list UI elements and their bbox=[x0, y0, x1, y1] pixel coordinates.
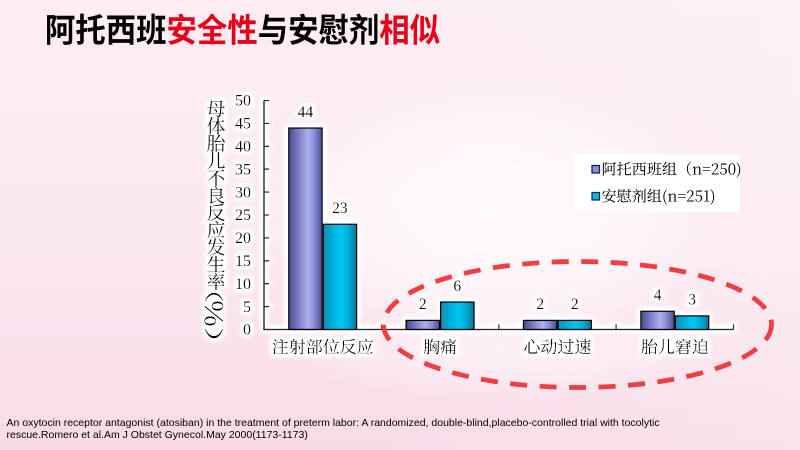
svg-text:15: 15 bbox=[235, 253, 251, 270]
svg-text:30: 30 bbox=[235, 184, 251, 201]
svg-text:35: 35 bbox=[235, 161, 251, 178]
svg-text:10: 10 bbox=[235, 276, 251, 293]
svg-text:40: 40 bbox=[235, 139, 251, 156]
svg-text:3: 3 bbox=[688, 292, 696, 309]
svg-text:20: 20 bbox=[235, 230, 251, 247]
svg-text:2: 2 bbox=[536, 296, 544, 313]
svg-text:4: 4 bbox=[654, 287, 662, 304]
svg-text:25: 25 bbox=[235, 207, 251, 224]
svg-text:2: 2 bbox=[571, 296, 579, 313]
svg-text:23: 23 bbox=[332, 200, 348, 217]
svg-text:0: 0 bbox=[243, 322, 251, 339]
svg-text:6: 6 bbox=[453, 278, 461, 295]
svg-text:44: 44 bbox=[298, 104, 314, 121]
svg-text:5: 5 bbox=[243, 299, 251, 316]
svg-text:45: 45 bbox=[235, 116, 251, 133]
svg-text:50: 50 bbox=[235, 93, 251, 110]
svg-text:2: 2 bbox=[419, 296, 427, 313]
